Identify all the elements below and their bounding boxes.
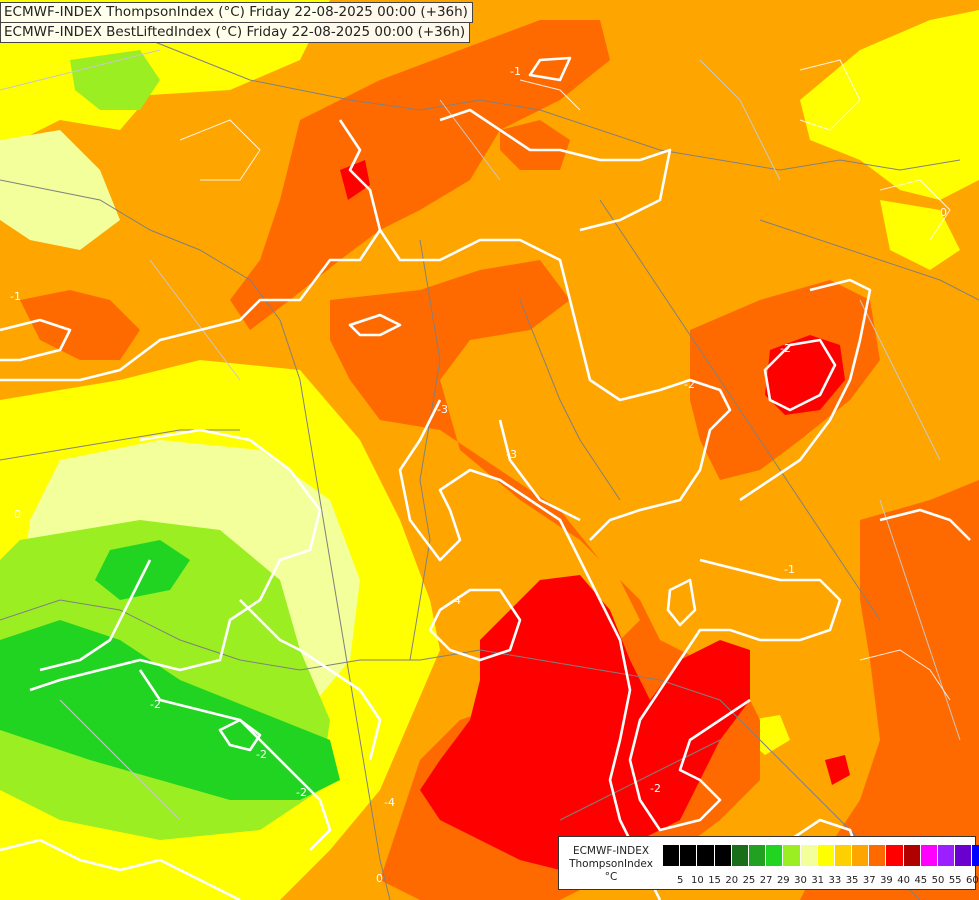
- legend-tick: 55: [948, 875, 962, 886]
- legend-tick: 50: [931, 875, 945, 886]
- legend-tick: 15: [708, 875, 721, 886]
- legend-swatch: [972, 845, 979, 866]
- legend-tick: 10: [691, 875, 704, 886]
- region-yellow-northeast: [800, 10, 979, 200]
- legend-swatch: [886, 845, 904, 866]
- region-red-small-north: [340, 160, 370, 200]
- contour-label: -2: [150, 698, 161, 711]
- legend-swatch: [766, 845, 784, 866]
- lifted-index-contours: [0, 56, 971, 900]
- region-lightyellow-northwest: [0, 130, 120, 250]
- contour-label: -2: [296, 786, 307, 799]
- contour-label: 0: [14, 508, 21, 521]
- contour-label: -1: [510, 65, 521, 78]
- legend-swatch: [783, 845, 801, 866]
- legend-tick: 45: [914, 875, 928, 886]
- contour-label: 0: [376, 872, 383, 885]
- legend-swatch: [903, 845, 921, 866]
- map-title-secondary: ECMWF-INDEX BestLiftedIndex (°C) Friday …: [0, 22, 471, 43]
- region-darkorange-north: [230, 20, 610, 330]
- legend-swatch: [800, 845, 818, 866]
- legend-swatch: [697, 845, 715, 866]
- legend-model: ECMWF-INDEX: [572, 845, 650, 857]
- legend-swatch: [834, 845, 853, 866]
- legend-tick-labels: 5 10 15 20 25 27 29 30 31 33 35 37 39 40 45 50 55 60: [663, 875, 979, 886]
- region-darkorange-northcenter: [500, 120, 570, 170]
- contour-label: -4: [384, 796, 395, 809]
- legend-tick: 40: [897, 875, 910, 886]
- legend-tick: 39: [880, 875, 893, 886]
- contour-label: -1: [784, 563, 795, 576]
- region-borders: [0, 49, 961, 821]
- legend-tick: 37: [862, 875, 876, 886]
- region-darkorange-west: [20, 290, 140, 360]
- contour-label: -2: [256, 748, 267, 761]
- legend-unit: °C: [604, 871, 618, 883]
- contour-label: 0: [940, 206, 947, 219]
- region-green-small: [95, 540, 190, 600]
- legend-tick: 31: [811, 875, 825, 886]
- region-lightgreen-northwest: [70, 50, 160, 110]
- legend-label: ECMWF-INDEX ThompsonIndex °C: [563, 845, 659, 884]
- thin-contours: [179, 59, 951, 701]
- legend-tick: 35: [845, 875, 859, 886]
- contour-labels: -1 -1 -2 -2 -3 -3 -4 -4 -2 -2 -2 -2 0 0 …: [10, 65, 947, 885]
- legend-swatch: [748, 845, 767, 866]
- legend-tick: 30: [794, 875, 807, 886]
- legend-swatch: [852, 845, 870, 866]
- region-yellow-east: [880, 200, 960, 270]
- legend-parameter: ThompsonIndex: [569, 858, 653, 870]
- contour-label: -2: [780, 342, 791, 355]
- legend-swatch: [955, 845, 973, 866]
- legend-color-bar: [663, 845, 979, 866]
- contour-label: -4: [450, 594, 461, 607]
- legend-swatch: [663, 845, 681, 866]
- legend-swatch: [731, 845, 749, 866]
- legend-tick: 5: [677, 875, 684, 886]
- region-green-southwest: [0, 620, 340, 800]
- map-title-primary: ECMWF-INDEX ThompsonIndex (°C) Friday 22…: [0, 2, 473, 23]
- legend-tick: 25: [742, 875, 756, 886]
- contour-label: -3: [437, 403, 448, 416]
- legend-swatch: [817, 845, 835, 866]
- legend-tick: 20: [725, 875, 739, 886]
- legend-swatch: [869, 845, 887, 866]
- legend-tick: 60: [966, 875, 979, 886]
- legend-swatch: [680, 845, 698, 866]
- legend-swatch: [920, 845, 938, 866]
- legend-tick: 29: [776, 875, 790, 886]
- contour-label: -2: [684, 378, 695, 391]
- region-red-south: [420, 575, 750, 870]
- contour-label: -1: [10, 290, 21, 303]
- color-legend: ECMWF-INDEX ThompsonIndex °C 5 10 15 20 25 27…: [558, 836, 979, 890]
- legend-swatch: [714, 845, 732, 866]
- region-red-small-east: [825, 755, 850, 785]
- legend-tick: 27: [759, 875, 773, 886]
- contour-label: -3: [506, 448, 517, 461]
- legend-swatch: [938, 845, 956, 866]
- contour-label: -2: [650, 782, 661, 795]
- legend-tick: 33: [828, 875, 842, 886]
- region-red-east: [765, 335, 845, 415]
- country-borders: [0, 39, 979, 900]
- region-darkorange-southeast: [800, 480, 979, 900]
